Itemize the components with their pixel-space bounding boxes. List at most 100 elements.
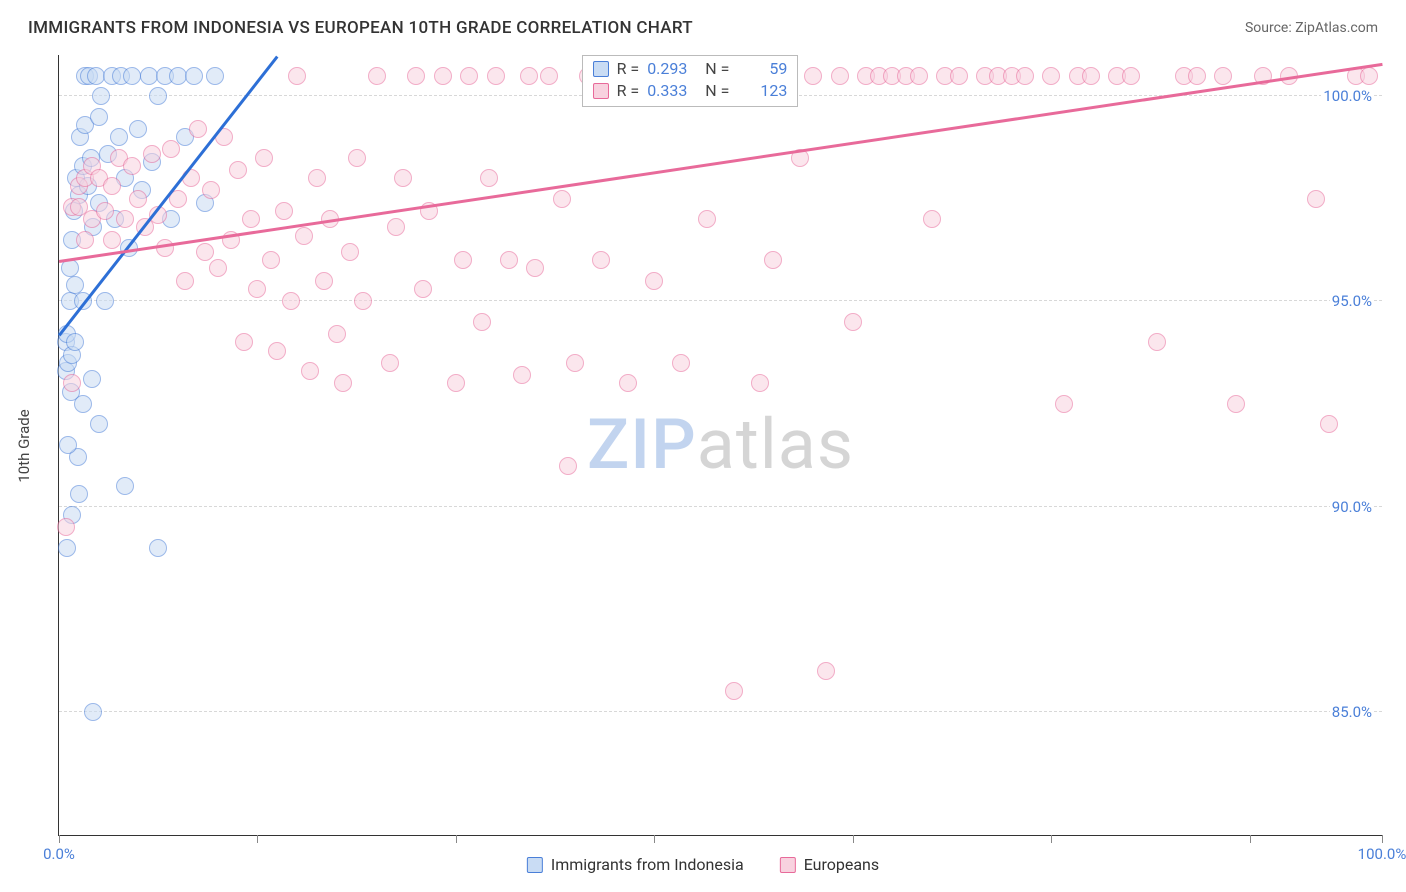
data-point	[1360, 67, 1378, 85]
data-point	[381, 354, 399, 372]
legend-r-key: R =	[617, 80, 640, 102]
data-point	[149, 87, 167, 105]
data-point	[295, 227, 313, 245]
data-point	[90, 415, 108, 433]
data-point	[57, 518, 75, 536]
legend-r-key: R =	[617, 58, 640, 80]
watermark-atlas: atlas	[697, 404, 854, 486]
data-point	[487, 67, 505, 85]
data-point	[460, 67, 478, 85]
data-point	[387, 218, 405, 236]
data-point	[96, 202, 114, 220]
data-point	[354, 292, 372, 310]
data-point	[1227, 395, 1245, 413]
x-tick	[1051, 835, 1052, 843]
data-point	[368, 67, 386, 85]
legend-swatch	[593, 61, 609, 77]
x-tick	[59, 835, 60, 843]
data-point	[1122, 67, 1140, 85]
data-point	[672, 354, 690, 372]
data-point	[149, 539, 167, 557]
data-point	[282, 292, 300, 310]
data-point	[1042, 67, 1060, 85]
y-axis-label: 10th Grade	[15, 409, 33, 482]
data-point	[76, 231, 94, 249]
data-point	[288, 67, 306, 85]
data-point	[1214, 67, 1232, 85]
data-point	[447, 374, 465, 392]
watermark: ZIPatlas	[587, 404, 854, 486]
data-point	[66, 333, 84, 351]
data-point	[116, 477, 134, 495]
data-point	[540, 67, 558, 85]
data-point	[84, 703, 102, 721]
data-point	[348, 149, 366, 167]
data-point	[92, 87, 110, 105]
data-point	[473, 313, 491, 331]
data-point	[268, 342, 286, 360]
data-point	[1055, 395, 1073, 413]
data-point	[1016, 67, 1034, 85]
data-point	[1082, 67, 1100, 85]
data-point	[480, 169, 498, 187]
y-tick-label: 90.0%	[1330, 498, 1374, 516]
data-point	[90, 108, 108, 126]
data-point	[414, 280, 432, 298]
data-point	[63, 374, 81, 392]
data-point	[645, 272, 663, 290]
legend-r-value: 0.333	[647, 80, 697, 102]
x-tick-label: 0.0%	[43, 845, 75, 863]
chart-header: IMMIGRANTS FROM INDONESIA VS EUROPEAN 10…	[28, 18, 1378, 38]
data-point	[156, 239, 174, 257]
data-point	[229, 161, 247, 179]
legend-r-value: 0.293	[647, 58, 697, 80]
data-point	[500, 251, 518, 269]
data-point	[123, 67, 141, 85]
data-point	[407, 67, 425, 85]
data-point	[116, 210, 134, 228]
data-point	[844, 313, 862, 331]
data-point	[242, 210, 260, 228]
data-point	[255, 149, 273, 167]
data-point	[328, 325, 346, 343]
data-point	[751, 374, 769, 392]
data-point	[59, 436, 77, 454]
data-point	[235, 333, 253, 351]
data-point	[103, 231, 121, 249]
gridline	[59, 506, 1382, 507]
legend-swatch	[593, 83, 609, 99]
data-point	[262, 251, 280, 269]
legend-label: Immigrants from Indonesia	[551, 855, 744, 874]
data-point	[619, 374, 637, 392]
legend-n-value: 123	[737, 80, 787, 102]
x-tick	[1250, 835, 1251, 843]
data-point	[70, 485, 88, 503]
gridline	[59, 300, 1382, 301]
legend-item: Europeans	[780, 855, 879, 874]
data-point	[334, 374, 352, 392]
legend-bottom: Immigrants from Indonesia Europeans	[527, 855, 879, 874]
data-point	[341, 243, 359, 261]
data-point	[1320, 415, 1338, 433]
data-point	[58, 539, 76, 557]
data-point	[176, 272, 194, 290]
x-tick	[1382, 835, 1383, 843]
data-point	[804, 67, 822, 85]
x-tick	[853, 835, 854, 843]
data-point	[143, 145, 161, 163]
data-point	[189, 120, 207, 138]
data-point	[196, 243, 214, 261]
plot-area: ZIPatlas 85.0%90.0%95.0%100.0%0.0%100.0%…	[58, 55, 1382, 836]
data-point	[831, 67, 849, 85]
y-tick-label: 95.0%	[1330, 292, 1374, 310]
watermark-zip: ZIP	[587, 404, 697, 486]
data-point	[1188, 67, 1206, 85]
data-point	[96, 292, 114, 310]
chart-title: IMMIGRANTS FROM INDONESIA VS EUROPEAN 10…	[28, 18, 693, 38]
data-point	[592, 251, 610, 269]
data-point	[434, 67, 452, 85]
data-point	[1307, 190, 1325, 208]
data-point	[513, 366, 531, 384]
data-point	[66, 276, 84, 294]
legend-n-key: N =	[705, 80, 729, 102]
